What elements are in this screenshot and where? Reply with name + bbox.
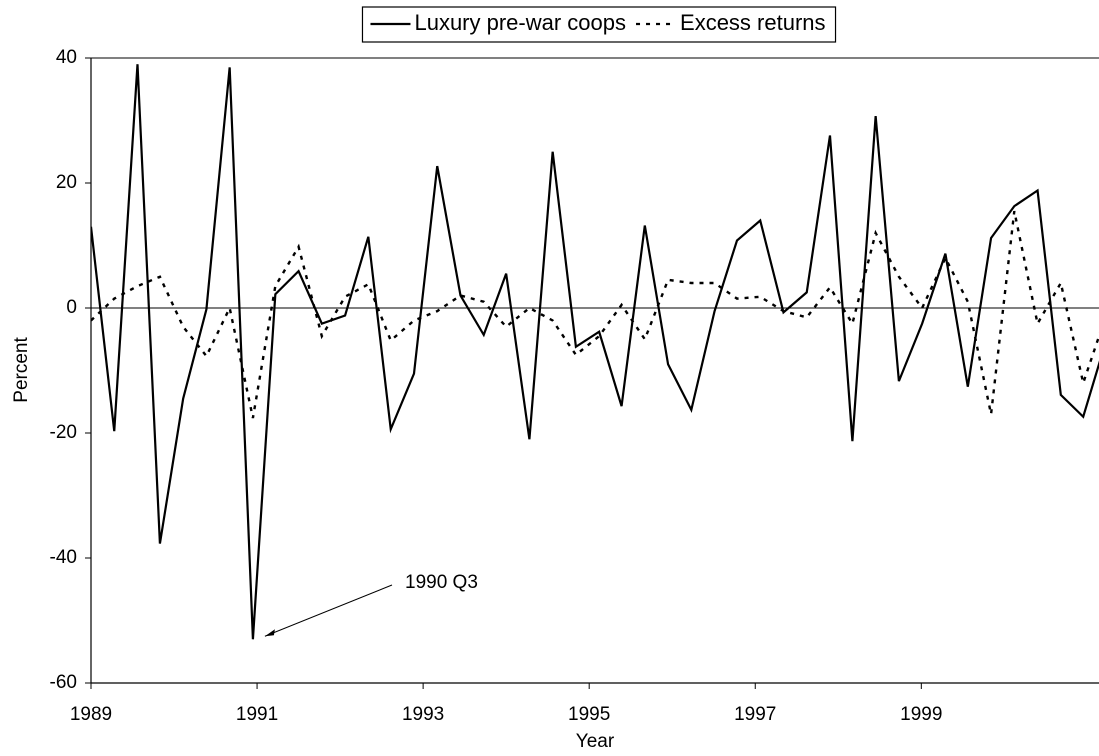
x-tick-label: 1993	[402, 704, 444, 725]
legend-label: Excess returns	[680, 10, 826, 35]
x-tick-label: 1999	[900, 704, 942, 725]
y-tick-label: 40	[56, 47, 77, 68]
annotation-arrow	[264, 584, 393, 637]
x-tick-label: 1989	[70, 704, 112, 725]
y-tick-label: -40	[50, 547, 77, 568]
y-tick-label: -60	[50, 672, 77, 693]
legend: Luxury pre-war coops Excess returns	[361, 6, 837, 43]
y-axis-label: Percent	[11, 337, 32, 403]
y-tick-label: 20	[56, 172, 77, 193]
series-line	[91, 64, 1099, 640]
legend-label: Luxury pre-war coops	[414, 10, 626, 35]
arrow-head	[264, 629, 275, 637]
annotation-text: 1990 Q3	[405, 572, 478, 593]
y-tick-label: 0	[66, 297, 77, 318]
x-axis-label: Year	[576, 731, 615, 752]
x-tick-label: 1995	[568, 704, 610, 725]
x-tick-label: 1991	[236, 704, 278, 725]
legend-box	[361, 6, 837, 43]
plot-area	[91, 64, 1099, 640]
y-tick-label: -20	[50, 422, 77, 443]
x-tick-label: 1997	[734, 704, 776, 725]
